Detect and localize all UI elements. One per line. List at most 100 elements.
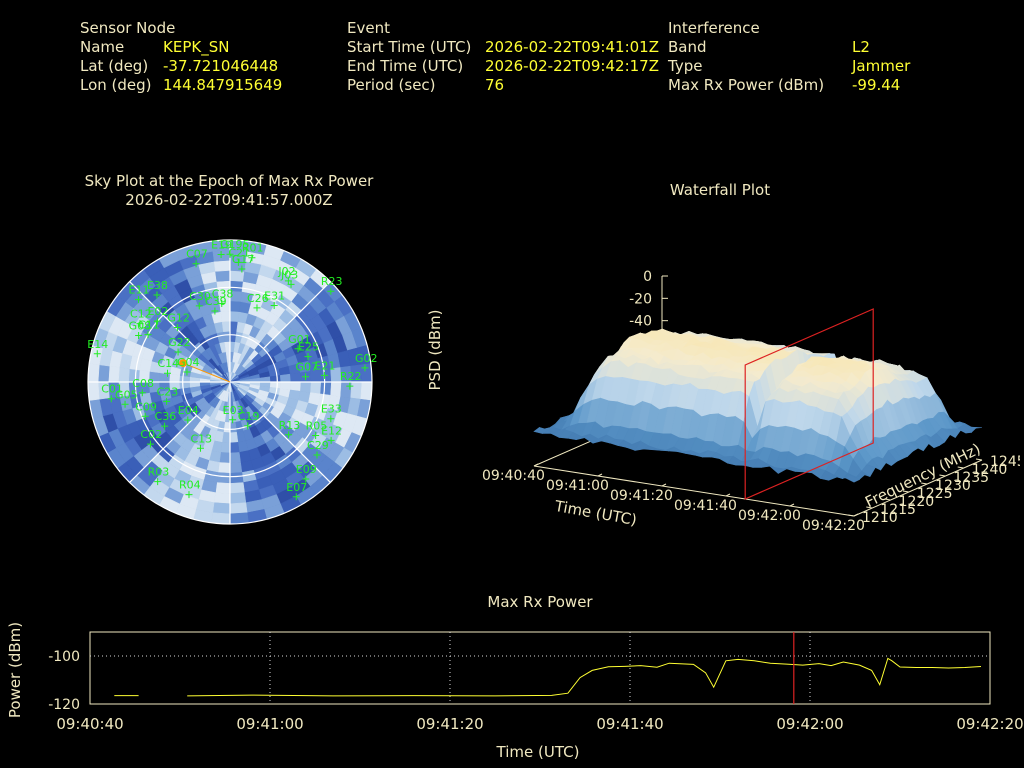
satellite-point: C13 [190,432,212,452]
waterfall-frequency-tick [939,474,946,477]
satellite-plus-marker [270,301,278,309]
satellite-point: E14 [87,338,108,358]
satellite-point: E11 [129,284,149,304]
sky-heat-cell [229,270,245,282]
sky-heat-cell [229,482,245,494]
waterfall-z-axis-label: PSD (dBm) [426,309,444,390]
satellite-plus-marker [292,493,300,501]
waterfall-frequency-tick-label: 1235 [953,470,989,486]
satellite-plus-marker [244,422,252,430]
satellite-label: J02 [277,265,295,278]
sky-heat-cell [229,512,249,525]
satellite-label: G07 [296,361,319,374]
power-series-line [187,657,982,697]
waterfall-surface [533,328,983,483]
power-x-tick-label: 09:41:20 [416,715,483,733]
satellite-point: R01 [242,242,264,262]
satellite-point: C09 [135,400,157,420]
satellite-label: R13 [279,419,301,432]
satellite-plus-marker [253,304,261,312]
sky-heat-cell [223,331,231,343]
waterfall-frequency-axis [853,459,983,517]
sensor-name-label: Name [80,38,125,56]
satellite-label: J03 [280,268,298,281]
satellite-label: R05 [306,420,328,433]
satellite-point: C30 [189,290,211,310]
waterfall-time-tick [853,513,859,517]
waterfall-frequency-tick [957,466,964,469]
satellite-point: G08 [129,319,151,339]
waterfall-frequency-tick [975,458,983,461]
waterfall-frequency-tick-label: 1230 [935,478,971,494]
satellite-point: C02 [140,428,162,448]
waterfall-frequency-tick-label: 1215 [880,502,916,518]
sky-heat-cell [219,452,231,464]
satellite-label: C02 [140,428,162,441]
satellite-point: C39 [205,295,227,315]
satellite-plus-marker [135,331,143,339]
sky-heat-cell [229,472,244,484]
waterfall-time-tick [533,463,539,467]
sky-heat-cell [217,462,231,474]
satellite-label: E19 [211,239,232,252]
satellite-plus-marker [107,395,115,403]
waterfall-frequency-tick [847,514,855,517]
sky-heat-cell [212,502,231,515]
sky-heat-cell [290,372,302,383]
satellite-plus-marker [234,258,242,266]
interference-power-value: -99.44 [852,76,901,94]
waterfall-frequency-tick-label: 1240 [972,462,1008,478]
satellite-plus-marker [327,287,335,295]
satellite-plus-marker [346,382,354,390]
satellite-point: E12 [321,424,342,444]
sky-heat-cell [213,492,231,504]
satellite-label: R22 [340,370,362,383]
sky-heat-cell [108,365,120,383]
power-x-tick-label: 09:40:40 [56,715,123,733]
satellite-point: C19 [238,410,259,430]
power-x-tick-label: 09:41:00 [236,715,303,733]
satellite-label: E12 [321,424,342,437]
sky-heat-cell [229,421,237,433]
satellite-label: E07 [286,481,307,494]
satellite-plus-marker [287,280,295,288]
satellite-point: G02 [355,352,377,372]
interference-heading: Interference [668,19,760,37]
satellite-plus-marker [174,348,182,356]
sky-heat-cell [97,364,110,383]
satellite-label: G17 [232,253,255,266]
sky-heat-cell [87,363,100,383]
interference-power-label: Max Rx Power (dBm) [668,76,825,94]
satellite-point: R03 [148,466,169,486]
sky-heat-cell [221,320,231,332]
satellite-point: E33 [321,403,342,423]
sky-heat-cell [330,381,342,397]
satellite-label: G195 [220,238,250,251]
satellite-label: G05 [115,388,138,401]
satellite-plus-marker [185,491,193,499]
satellite-plus-marker [144,331,152,339]
satellite-label: G04 [177,356,200,369]
waterfall-time-tick-label: 09:42:20 [802,518,865,534]
event-period-label: Period (sec) [347,76,436,94]
waterfall-frequency-tick [921,482,928,485]
satellite-plus-marker [361,364,369,372]
satellite-label: C14 [158,357,180,370]
satellite-point: E04 [178,404,199,424]
interference-type-value: Jammer [852,57,911,75]
satellite-point: R23 [321,275,342,295]
sky-heat-cell [280,373,292,383]
sky-heat-cell [216,472,231,484]
power-y-tick-label: -100 [48,649,80,665]
satellite-point: E03 [223,404,244,424]
sky-plot-title: Sky Plot at the Epoch of Max Rx Power [84,172,374,190]
satellite-plus-marker [135,296,143,304]
sky-heat-cell [211,512,231,525]
sky-heat-cell [118,367,130,383]
satellite-point: E07 [286,481,307,501]
sky-heat-cell [220,310,231,322]
satellite-plus-marker [285,431,293,439]
sensor-lon-label: Lon (deg) [80,76,152,94]
waterfall-z-tick-label: 0 [643,269,652,285]
satellite-label: C26 [247,292,269,305]
